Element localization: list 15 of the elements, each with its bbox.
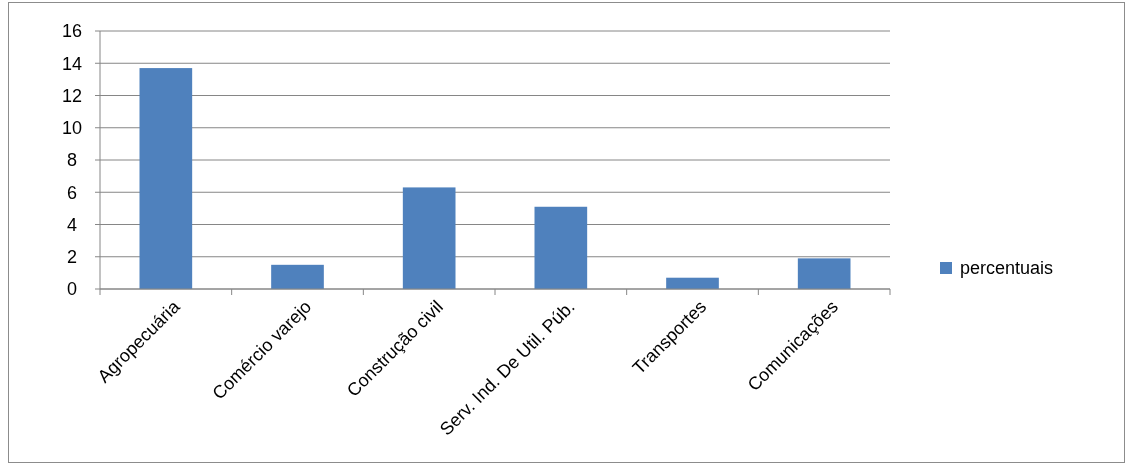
y-tick-label: 10 [61, 118, 83, 139]
y-tick-label: 0 [66, 279, 78, 300]
y-tick-label: 2 [66, 247, 78, 268]
y-tick-label: 14 [61, 53, 83, 74]
legend-label: percentuais [960, 258, 1054, 279]
bar [271, 264, 324, 289]
bar [534, 206, 588, 289]
y-tick-label: 8 [66, 150, 78, 171]
bar [402, 187, 456, 289]
y-tick-label: 4 [66, 214, 78, 235]
y-tick-label: 16 [61, 21, 83, 42]
y-tick-label: 6 [66, 182, 78, 203]
bar [139, 68, 193, 289]
y-tick-label: 12 [61, 85, 83, 106]
bar [797, 258, 851, 289]
